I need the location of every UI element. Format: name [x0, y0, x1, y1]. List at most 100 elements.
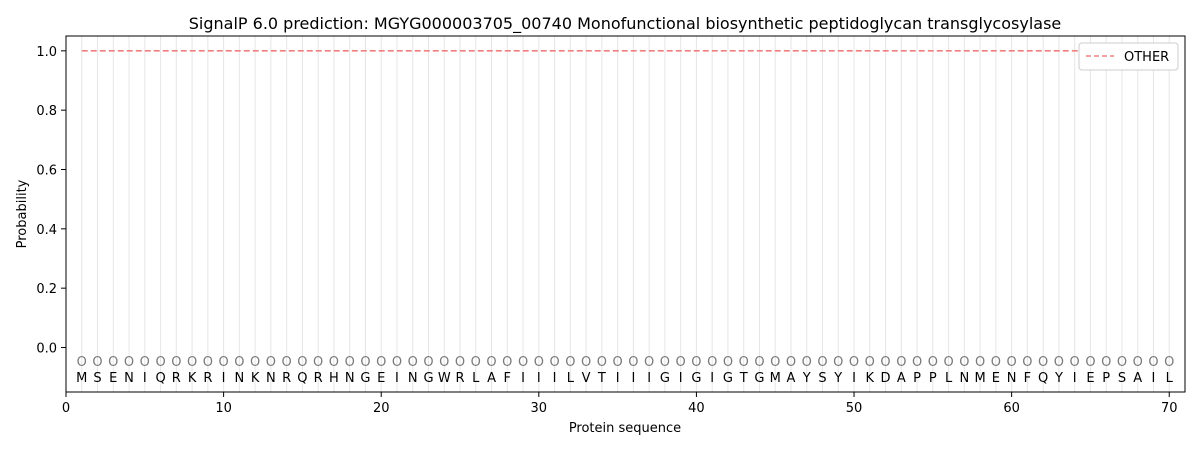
region-marker-60: O: [1007, 355, 1017, 370]
x-axis-ticks: 0 10 20 30 40 50 60 70: [62, 392, 1178, 416]
region-marker-38: O: [660, 355, 670, 370]
region-marker-13: O: [266, 355, 276, 370]
region-marker-46: O: [786, 355, 796, 370]
y-tick-label-1: 0.2: [36, 282, 57, 297]
sequence-letter-65: E: [1086, 371, 1094, 386]
region-marker-43: O: [739, 355, 749, 370]
sequence-letter-30: I: [537, 371, 541, 386]
sequence-letter-2: S: [93, 371, 101, 386]
sequence-letter-46: A: [787, 371, 796, 386]
region-marker-65: O: [1085, 355, 1095, 370]
region-marker-28: O: [502, 355, 512, 370]
sequence-letter-21: I: [395, 371, 399, 386]
region-marker-41: O: [707, 355, 717, 370]
sequence-letter-45: M: [770, 371, 781, 386]
sequence-letter-36: I: [631, 371, 635, 386]
sequence-letter-61: F: [1024, 371, 1031, 386]
x-tick-label-30: 30: [531, 401, 548, 416]
sequence-letter-49: Y: [833, 371, 842, 386]
y-axis-ticks: 0.0 0.2 0.4 0.6 0.8 1.0: [36, 45, 66, 357]
sequence-letter-47: Y: [802, 371, 811, 386]
region-marker-32: O: [565, 355, 575, 370]
x-tick-label-70: 70: [1161, 401, 1178, 416]
sequence-letter-26: L: [472, 371, 480, 386]
y-axis-label: Probability: [15, 179, 30, 248]
region-marker-12: O: [250, 355, 260, 370]
region-marker-25: O: [455, 355, 465, 370]
region-marker-29: O: [518, 355, 528, 370]
sequence-letter-50: I: [852, 371, 856, 386]
region-marker-49: O: [833, 355, 843, 370]
x-tick-label-50: 50: [846, 401, 863, 416]
sequence-letter-33: V: [582, 371, 591, 386]
sequence-letter-35: I: [616, 371, 620, 386]
region-marker-35: O: [613, 355, 623, 370]
legend-box: [1078, 42, 1179, 71]
sequence-letter-3: E: [109, 371, 117, 386]
sequence-letter-69: I: [1152, 371, 1156, 386]
x-axis-label: Protein sequence: [569, 421, 681, 436]
region-marker-31: O: [549, 355, 559, 370]
region-marker-48: O: [817, 355, 827, 370]
region-marker-61: O: [1022, 355, 1032, 370]
sequence-letter-43: T: [739, 371, 748, 386]
region-marker-44: O: [754, 355, 764, 370]
sequence-letter-52: D: [881, 371, 891, 386]
sequence-letter-10: I: [222, 371, 226, 386]
sequence-letter-27: A: [487, 371, 496, 386]
region-marker-7: O: [171, 355, 181, 370]
region-marker-45: O: [770, 355, 780, 370]
sequence-letter-70: L: [1166, 371, 1174, 386]
region-marker-27: O: [486, 355, 496, 370]
sequence-letter-60: N: [1007, 371, 1017, 386]
region-marker-40: O: [691, 355, 701, 370]
region-marker-50: O: [849, 355, 859, 370]
region-marker-34: O: [597, 355, 607, 370]
x-tick-label-40: 40: [688, 401, 705, 416]
region-marker-63: O: [1054, 355, 1064, 370]
sequence-letter-13: N: [266, 371, 276, 386]
region-marker-5: O: [140, 355, 150, 370]
region-marker-51: O: [865, 355, 875, 370]
region-marker-14: O: [282, 355, 292, 370]
sequence-letter-56: L: [945, 371, 953, 386]
sequence-letter-25: R: [455, 371, 464, 386]
region-marker-33: O: [581, 355, 591, 370]
sequence-letter-62: Q: [1038, 371, 1048, 386]
legend-label-other: OTHER: [1124, 50, 1169, 65]
sequence-letter-15: Q: [297, 371, 307, 386]
sequence-letter-17: H: [329, 371, 339, 386]
y-tick-label-2: 0.4: [36, 223, 57, 238]
chart-title: SignalP 6.0 prediction: MGYG000003705_00…: [189, 14, 1062, 34]
sequence-letter-7: R: [172, 371, 181, 386]
region-marker-11: O: [234, 355, 244, 370]
region-marker-62: O: [1038, 355, 1048, 370]
region-marker-66: O: [1101, 355, 1111, 370]
region-marker-64: O: [1070, 355, 1080, 370]
region-marker-37: O: [644, 355, 654, 370]
region-marker-26: O: [471, 355, 481, 370]
sequence-letter-63: Y: [1054, 371, 1063, 386]
sequence-letter-41: I: [710, 371, 714, 386]
y-tick-label-5: 1.0: [36, 45, 57, 60]
region-marker-20: O: [376, 355, 386, 370]
x-tick-label-10: 10: [215, 401, 232, 416]
sequence-letter-59: E: [992, 371, 1000, 386]
sequence-letter-55: P: [929, 371, 937, 386]
region-marker-68: O: [1133, 355, 1143, 370]
region-marker-54: O: [912, 355, 922, 370]
sequence-letter-54: P: [913, 371, 921, 386]
sequence-letter-68: A: [1133, 371, 1142, 386]
sequence-letter-67: S: [1118, 371, 1126, 386]
region-marker-15: O: [297, 355, 307, 370]
sequence-letter-14: R: [282, 371, 291, 386]
sequence-letter-42: G: [723, 371, 733, 386]
region-marker-52: O: [880, 355, 890, 370]
sequence-letter-64: I: [1073, 371, 1077, 386]
x-tick-label-20: 20: [373, 401, 390, 416]
y-tick-label-0: 0.0: [36, 342, 57, 357]
sequence-letter-44: G: [754, 371, 764, 386]
